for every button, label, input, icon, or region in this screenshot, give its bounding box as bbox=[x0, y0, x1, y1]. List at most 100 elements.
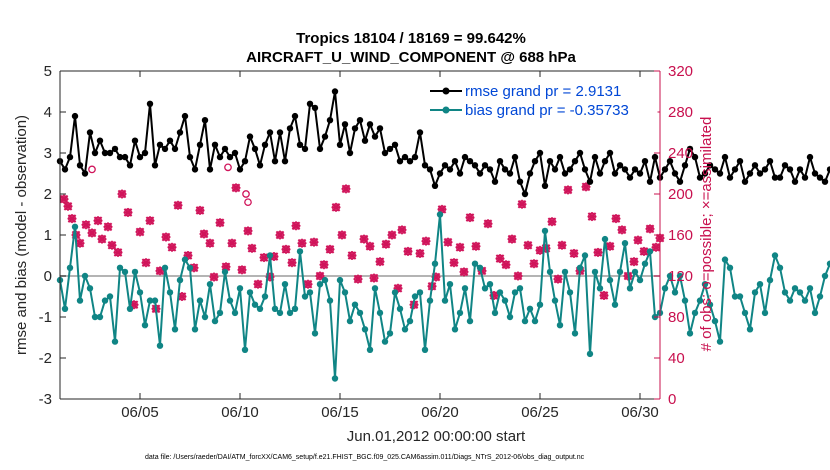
bias-point bbox=[201, 313, 209, 321]
rmse-point bbox=[91, 149, 99, 157]
obs-assimilated-marker bbox=[309, 237, 319, 247]
obs-assimilated-marker bbox=[347, 251, 357, 260]
obs-assimilated-marker bbox=[375, 257, 385, 267]
bias-point bbox=[721, 256, 729, 263]
rmse-point bbox=[176, 129, 184, 136]
rmse-point bbox=[781, 162, 789, 169]
bias-point bbox=[151, 297, 159, 304]
obs-assimilated-marker bbox=[599, 290, 609, 300]
y-tick-label-left: -2 bbox=[39, 350, 52, 367]
obs-assimilated-marker bbox=[287, 258, 297, 268]
bias-point bbox=[306, 289, 314, 296]
bias-point bbox=[396, 305, 404, 312]
legend-box bbox=[422, 77, 658, 125]
obs-possible-marker bbox=[244, 198, 252, 207]
bias-point bbox=[286, 309, 294, 317]
y-tick-label-left: 1 bbox=[44, 227, 52, 244]
bias-point bbox=[796, 289, 804, 296]
rmse-point bbox=[281, 158, 289, 165]
rmse-point bbox=[761, 166, 769, 173]
bias-point bbox=[451, 326, 459, 333]
y-tick-label-right: 200 bbox=[668, 186, 693, 203]
y-tick-label-right: 320 bbox=[668, 63, 693, 80]
rmse-point bbox=[186, 153, 194, 161]
rmse-point bbox=[416, 129, 424, 136]
bias-point bbox=[726, 264, 734, 271]
bias-point bbox=[691, 309, 699, 317]
bias-point bbox=[271, 305, 279, 312]
rmse-point bbox=[571, 158, 579, 165]
rmse-point bbox=[381, 149, 389, 157]
rmse-point bbox=[536, 149, 544, 157]
rmse-point bbox=[731, 166, 739, 173]
rmse-point bbox=[581, 166, 589, 173]
rmse-point bbox=[471, 162, 479, 169]
obs-assimilated-marker bbox=[161, 232, 171, 242]
bias-point bbox=[196, 297, 204, 304]
obs-assimilated-marker bbox=[563, 185, 573, 195]
obs-assimilated-marker bbox=[593, 247, 603, 257]
bias-point bbox=[331, 375, 339, 382]
bias-point bbox=[456, 309, 464, 317]
x-axis-label: Jun.01,2012 00:00:00 start bbox=[347, 428, 526, 445]
rmse-point bbox=[106, 149, 114, 157]
obs-assimilated-marker bbox=[465, 213, 475, 223]
bias-point bbox=[516, 285, 524, 292]
bias-point bbox=[476, 264, 484, 271]
obs-assimilated-marker bbox=[459, 267, 469, 277]
bias-point bbox=[71, 223, 79, 230]
rmse-point bbox=[511, 153, 519, 161]
bias-point bbox=[406, 317, 414, 325]
rmse-point bbox=[786, 166, 794, 173]
rmse-point bbox=[531, 158, 539, 165]
rmse-point bbox=[376, 125, 384, 132]
rmse-point bbox=[756, 170, 764, 177]
axes bbox=[59, 70, 661, 400]
obs-assimilated-marker bbox=[529, 259, 539, 269]
bias-point bbox=[366, 346, 374, 353]
obs-assimilated-marker bbox=[369, 273, 379, 283]
rmse-point bbox=[361, 137, 369, 144]
obs-assimilated-marker bbox=[87, 228, 97, 238]
x-tick-label: 06/25 bbox=[521, 404, 559, 421]
bias-point bbox=[771, 252, 779, 259]
bias-point bbox=[646, 248, 654, 255]
obs-assimilated-marker bbox=[67, 214, 77, 224]
bias-point bbox=[556, 322, 564, 329]
bias-point bbox=[101, 297, 109, 304]
obs-assimilated-marker bbox=[449, 258, 459, 268]
rmse-point bbox=[206, 166, 214, 173]
rmse-point bbox=[351, 125, 359, 132]
rmse-point bbox=[626, 174, 634, 181]
obs-assimilated-marker bbox=[167, 242, 177, 252]
x-tick-label: 06/10 bbox=[221, 404, 259, 421]
obs-assimilated-marker bbox=[145, 216, 155, 226]
rmse-point bbox=[126, 162, 134, 169]
rmse-point bbox=[156, 141, 164, 148]
bias-point bbox=[371, 285, 379, 292]
rmse-point bbox=[596, 170, 604, 177]
bias-point bbox=[91, 313, 99, 321]
bias-point bbox=[566, 289, 574, 296]
x-tick-label: 06/30 bbox=[621, 404, 659, 421]
bias-point bbox=[571, 330, 579, 337]
bias-point bbox=[436, 211, 444, 218]
obs-assimilated-marker bbox=[523, 240, 533, 250]
rmse-point bbox=[291, 112, 299, 120]
rmse-point bbox=[86, 129, 94, 136]
bias-point bbox=[266, 252, 274, 259]
obs-possible-marker bbox=[242, 190, 250, 198]
rmse-point bbox=[591, 153, 599, 161]
obs-assimilated-marker bbox=[471, 241, 481, 251]
bias-point bbox=[106, 293, 114, 300]
y-tick-label-right: 120 bbox=[668, 268, 693, 285]
obs-assimilated-marker bbox=[209, 272, 219, 282]
rmse-point bbox=[216, 153, 224, 161]
obs-assimilated-marker bbox=[547, 217, 557, 227]
obs-assimilated-marker bbox=[135, 227, 145, 237]
obs-assimilated-marker bbox=[93, 216, 103, 226]
bias-point bbox=[221, 268, 229, 276]
rmse-point bbox=[371, 133, 379, 140]
bias-point bbox=[716, 338, 724, 345]
y-tick-labels-right: 320 280 240 200 160 120 80 40 0 bbox=[668, 63, 693, 408]
